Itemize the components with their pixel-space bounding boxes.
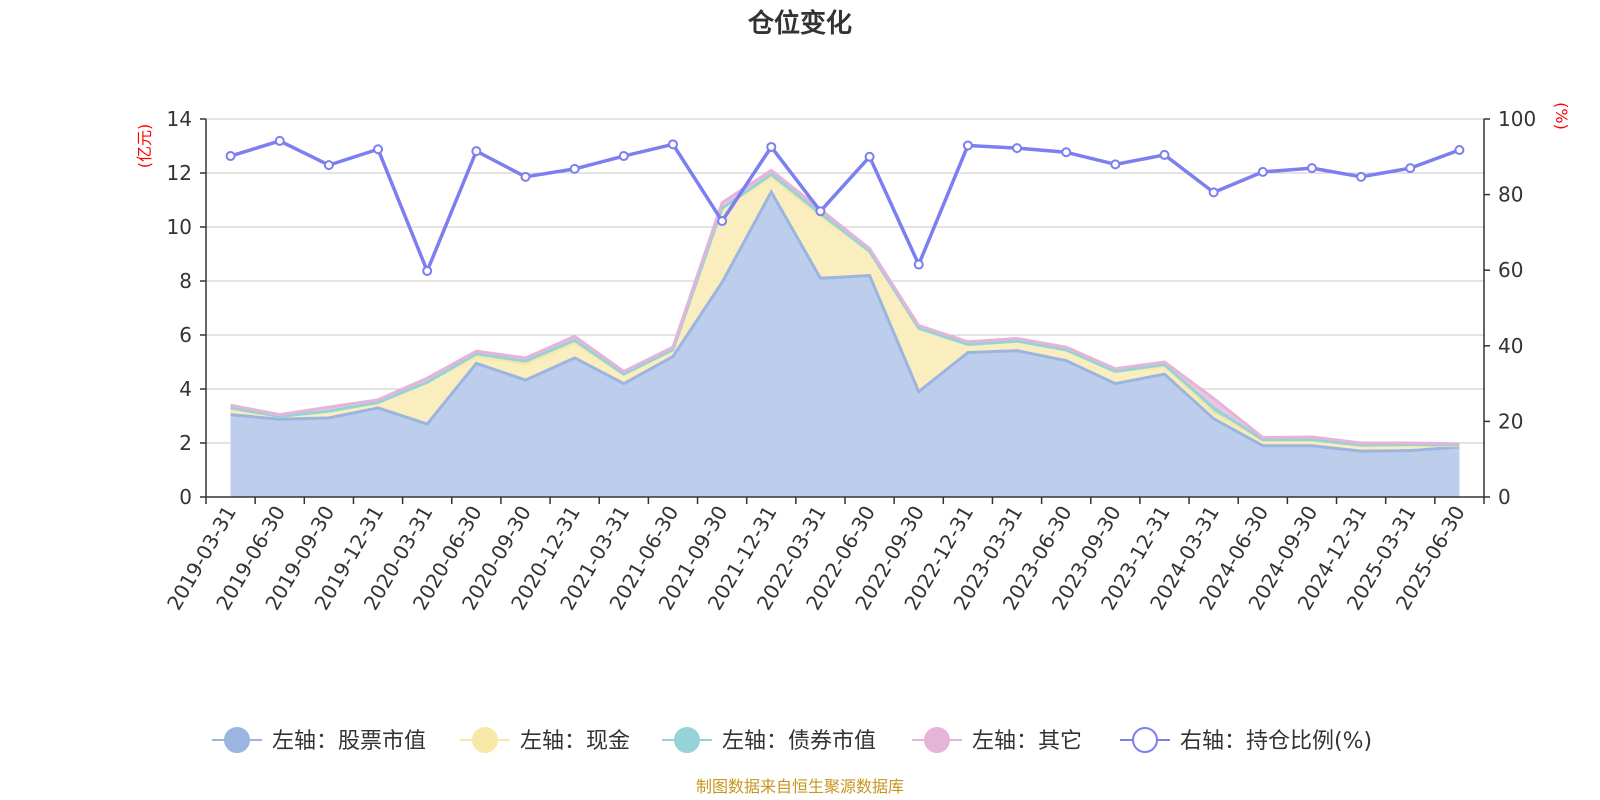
ratio-point-15 [962, 140, 973, 151]
ratio-point-19 [1159, 149, 1170, 160]
chart-title: 仓位变化 [747, 8, 852, 39]
legend-label-1: 左轴：现金 [520, 729, 630, 754]
legend-label-3: 左轴：其它 [972, 729, 1082, 754]
ratio-point-7 [569, 163, 580, 174]
legend-item-2: 左轴：债券市值 [662, 727, 876, 754]
ratio-point-10 [717, 216, 728, 227]
ratio-point-0 [225, 151, 236, 162]
legend-item-0: 左轴：股票市值 [212, 727, 426, 754]
area-edge-2 [230, 172, 1460, 447]
right-tick-label-3: 60 [1498, 258, 1523, 282]
legend-item-4: 右轴：持仓比例(%) [1120, 727, 1372, 754]
right-tick-label-5: 100 [1498, 107, 1536, 131]
ratio-point-11 [766, 141, 777, 152]
legend-item-3: 左轴：其它 [912, 727, 1082, 754]
source-note: 制图数据来自恒生聚源数据库 [696, 777, 904, 796]
right-tick-label-1: 20 [1498, 409, 1523, 433]
ratio-point-17 [1061, 147, 1072, 158]
legend-item-1: 左轴：现金 [460, 727, 630, 754]
legend-label-2: 左轴：债券市值 [722, 729, 876, 754]
left-axis-unit: (亿元) [135, 124, 154, 169]
right-tick-label-0: 0 [1498, 485, 1511, 509]
left-tick-label-0: 0 [179, 485, 192, 509]
ratio-point-8 [618, 151, 629, 162]
ratio-point-4 [422, 265, 433, 276]
right-tick-label-2: 40 [1498, 334, 1523, 358]
left-tick-label-4: 8 [179, 269, 192, 293]
ratio-point-20 [1208, 187, 1219, 198]
ratio-point-14 [913, 259, 924, 270]
ratio-point-18 [1110, 159, 1121, 170]
legend: 左轴：股票市值 左轴：现金 左轴：债券市值 左轴：其它 右轴：持仓比例(%) [212, 727, 1372, 754]
ratio-point-1 [274, 135, 285, 146]
ratio-point-6 [520, 171, 531, 182]
left-tick-label-5: 10 [167, 215, 192, 239]
ratio-point-21 [1257, 166, 1268, 177]
ratio-line-path [230, 139, 1461, 273]
ratio-point-5 [471, 146, 482, 157]
ratio-point-12 [815, 206, 826, 217]
ratio-point-13 [864, 151, 875, 162]
left-tick-label-2: 4 [179, 377, 192, 401]
left-tick-label-7: 14 [167, 107, 192, 131]
ratio-point-3 [373, 144, 384, 155]
stacked-areas [230, 168, 1460, 497]
left-tick-label-3: 6 [179, 323, 192, 347]
right-tick-label-4: 80 [1498, 183, 1523, 207]
ratio-point-22 [1306, 163, 1317, 174]
legend-swatch-marker-2 [674, 727, 700, 753]
legend-swatch-marker-0 [224, 727, 250, 753]
ratio-point-24 [1405, 163, 1416, 174]
area-edge-0 [230, 188, 1460, 453]
left-tick-label-6: 12 [167, 161, 192, 185]
legend-swatch-marker-3 [924, 727, 950, 753]
ratio-point-2 [323, 160, 334, 171]
left-tick-label-1: 2 [179, 431, 192, 455]
area-0 [230, 191, 1460, 497]
ratio-point-23 [1356, 171, 1367, 182]
legend-swatch-marker-4 [1132, 727, 1158, 753]
ratio-point-9 [667, 139, 678, 150]
ratio-point-25 [1454, 144, 1465, 155]
area-edge-3 [230, 168, 1460, 446]
legend-swatch-marker-1 [472, 727, 498, 753]
position-ratio-line [225, 135, 1465, 276]
right-axis-unit: (%) [1552, 102, 1571, 130]
legend-label-0: 左轴：股票市值 [272, 729, 426, 754]
ratio-point-16 [1012, 143, 1023, 154]
legend-label-4: 右轴：持仓比例(%) [1180, 729, 1372, 754]
